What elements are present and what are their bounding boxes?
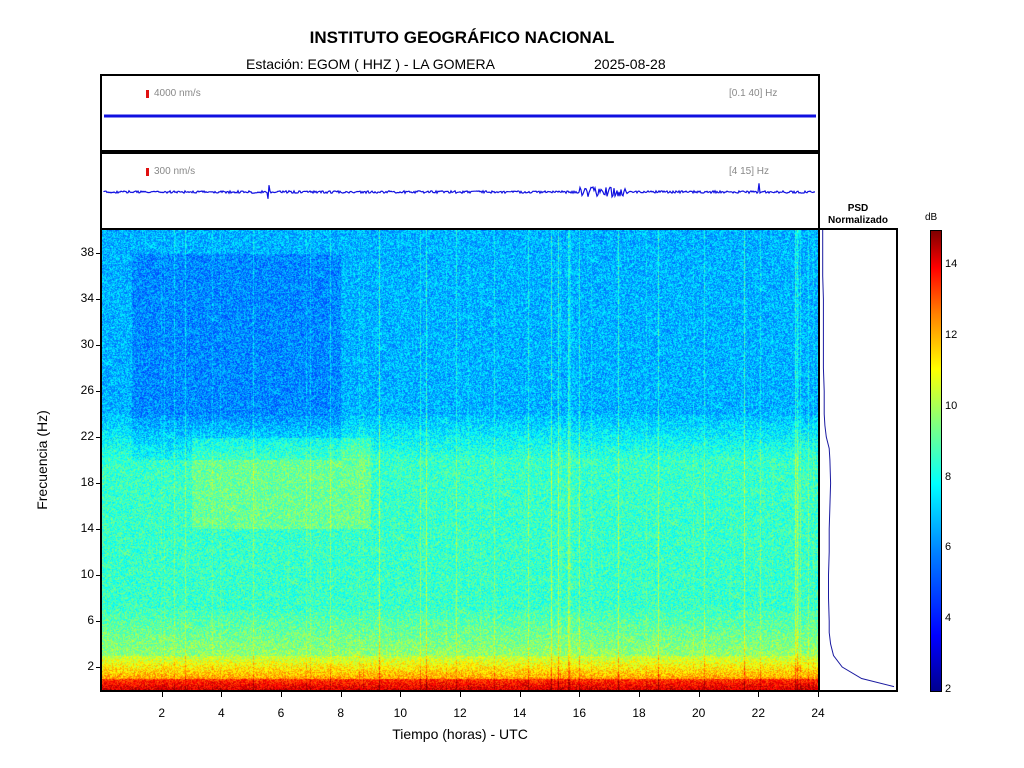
x-tick-label: 16	[572, 706, 586, 720]
x-tick-mark	[161, 692, 163, 697]
x-tick-label: 22	[751, 706, 765, 720]
x-tick-mark	[221, 692, 223, 697]
colorbar-tick-label: 8	[945, 470, 952, 483]
y-tick-mark	[96, 667, 101, 668]
x-tick-mark	[818, 692, 819, 697]
x-tick-mark	[460, 692, 461, 697]
x-tick-label: 4	[217, 706, 225, 720]
y-tick-mark	[96, 621, 101, 622]
y-tick-label: 26	[80, 383, 94, 397]
y-tick-mark	[96, 575, 101, 576]
colorbar-tick-label: 6	[945, 541, 952, 554]
psd-panel	[818, 228, 898, 692]
psd-title-line1: PSD	[847, 203, 869, 214]
broadband-trace	[104, 114, 816, 118]
x-axis-label: Tiempo (horas) - UTC	[392, 726, 528, 742]
filtered-trace	[103, 183, 816, 199]
amplitude-scale-mark	[146, 168, 149, 176]
psd-title-line2: Normalizado	[827, 215, 888, 226]
x-tick-label: 2	[158, 706, 165, 720]
x-tick-label: 18	[632, 706, 646, 720]
station-label: Estación: EGOM ( HHZ ) - LA GOMERA	[246, 56, 495, 72]
psd-title: PSD Normalizado	[813, 203, 903, 227]
y-tick-label: 34	[80, 291, 94, 305]
y-tick-mark	[96, 529, 101, 530]
x-tick-mark	[758, 692, 760, 697]
x-tick-mark	[340, 692, 342, 697]
y-tick-mark	[96, 345, 101, 346]
colorbar-tick-label: 10	[945, 399, 958, 412]
colorbar-label: dB	[925, 212, 938, 223]
y-tick-label: 30	[80, 337, 94, 351]
trace-amplitude-label: 4000 nm/s	[154, 88, 201, 99]
x-tick-mark	[519, 692, 521, 697]
y-tick-label: 22	[80, 429, 94, 443]
colorbar	[930, 230, 942, 692]
x-tick-mark	[698, 692, 700, 697]
x-tick-mark	[281, 692, 282, 697]
x-tick-label: 14	[512, 706, 527, 720]
y-tick-label: 18	[80, 475, 94, 489]
colorbar-tick-label: 14	[945, 258, 958, 271]
x-tick-label: 6	[277, 706, 285, 720]
x-tick-label: 10	[393, 706, 407, 720]
y-tick-mark	[96, 391, 101, 392]
date-label: 2025-08-28	[594, 56, 666, 72]
y-tick-mark	[96, 483, 101, 484]
x-tick-mark	[639, 692, 640, 697]
y-tick-label: 2	[87, 659, 94, 673]
colorbar-tick-label: 12	[945, 329, 958, 342]
y-tick-mark	[96, 253, 101, 254]
colorbar-tick-label: 4	[945, 612, 952, 625]
amplitude-scale-mark	[146, 90, 149, 98]
trace-panel-filtered: 300 nm/s [4 15] Hz	[100, 152, 820, 230]
y-tick-label: 6	[87, 613, 94, 627]
trace-filter-label: [0.1 40] Hz	[729, 88, 778, 99]
y-tick-label: 10	[80, 567, 94, 581]
spectrogram-heatmap	[102, 230, 818, 690]
x-tick-label: 8	[337, 706, 344, 720]
psd-curve	[822, 230, 895, 688]
colorbar-tick-label: 2	[945, 683, 952, 695]
trace-amplitude-label: 300 nm/s	[154, 166, 196, 177]
x-tick-mark	[400, 692, 402, 697]
y-tick-label: 38	[80, 245, 94, 259]
x-tick-label: 20	[691, 706, 706, 720]
spectrogram-panel	[100, 228, 820, 692]
y-tick-label: 14	[80, 521, 94, 535]
trace-panel-broadband: 4000 nm/s [0.1 40] Hz	[100, 74, 820, 152]
chart-title: INSTITUTO GEOGRÁFICO NACIONAL	[309, 28, 615, 47]
x-tick-label: 12	[453, 706, 467, 720]
trace-filter-label: [4 15] Hz	[729, 166, 770, 177]
y-axis-label: Frecuencia (Hz)	[34, 410, 50, 510]
x-tick-label: 24	[811, 706, 825, 720]
x-tick-mark	[579, 692, 581, 697]
y-tick-mark	[96, 299, 101, 300]
y-tick-mark	[96, 437, 101, 438]
